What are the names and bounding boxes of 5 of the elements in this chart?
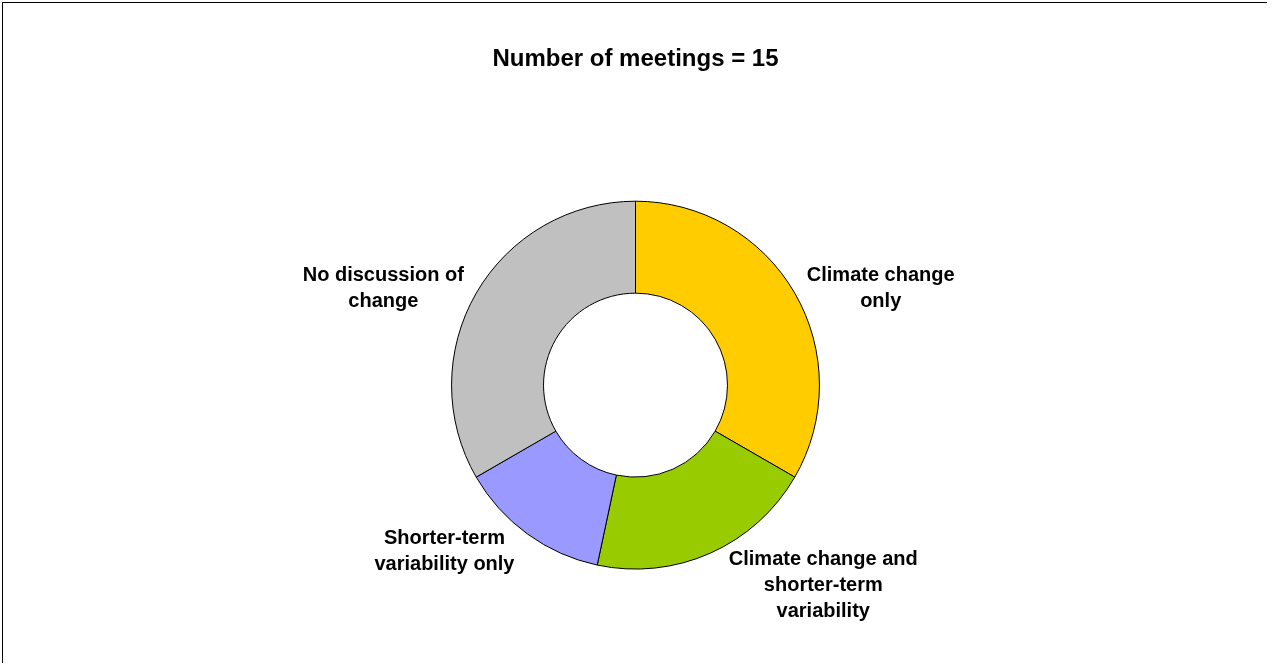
slice-label: Shorter-term variability only [374,525,516,574]
chart-title: Number of meetings = 15 [492,44,779,72]
slice-label: Climate change and shorter-term variability [728,547,918,622]
slice-label: No discussion of change [302,263,465,312]
slice-label: Climate change only [806,263,955,312]
